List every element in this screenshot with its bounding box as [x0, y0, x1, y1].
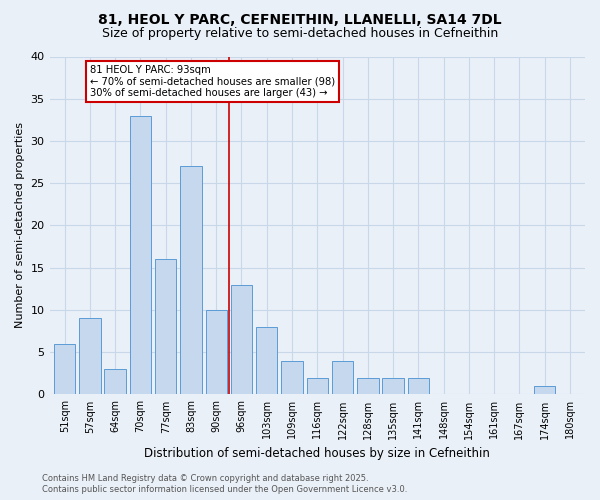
- Bar: [357, 378, 379, 394]
- Bar: [534, 386, 556, 394]
- Bar: [79, 318, 101, 394]
- Text: 81, HEOL Y PARC, CEFNEITHIN, LLANELLI, SA14 7DL: 81, HEOL Y PARC, CEFNEITHIN, LLANELLI, S…: [98, 12, 502, 26]
- Bar: [281, 360, 303, 394]
- Bar: [180, 166, 202, 394]
- Bar: [256, 327, 277, 394]
- Text: 81 HEOL Y PARC: 93sqm
← 70% of semi-detached houses are smaller (98)
30% of semi: 81 HEOL Y PARC: 93sqm ← 70% of semi-deta…: [90, 65, 335, 98]
- Bar: [231, 284, 252, 395]
- Bar: [307, 378, 328, 394]
- Bar: [104, 369, 126, 394]
- Bar: [382, 378, 404, 394]
- Text: Size of property relative to semi-detached houses in Cefneithin: Size of property relative to semi-detach…: [102, 28, 498, 40]
- Text: Contains HM Land Registry data © Crown copyright and database right 2025.
Contai: Contains HM Land Registry data © Crown c…: [42, 474, 407, 494]
- Bar: [130, 116, 151, 394]
- Bar: [155, 260, 176, 394]
- Bar: [332, 360, 353, 394]
- Bar: [407, 378, 429, 394]
- Y-axis label: Number of semi-detached properties: Number of semi-detached properties: [15, 122, 25, 328]
- Bar: [206, 310, 227, 394]
- Bar: [54, 344, 76, 394]
- X-axis label: Distribution of semi-detached houses by size in Cefneithin: Distribution of semi-detached houses by …: [145, 447, 490, 460]
